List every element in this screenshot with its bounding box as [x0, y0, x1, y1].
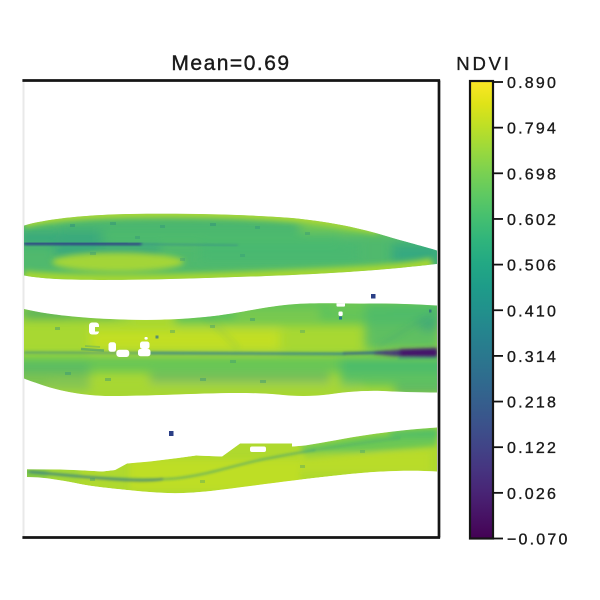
- svg-text:0.410: 0.410: [507, 303, 558, 320]
- svg-text:0.602: 0.602: [507, 212, 558, 229]
- svg-text:0.314: 0.314: [507, 349, 558, 366]
- svg-text:0.506: 0.506: [507, 258, 558, 275]
- svg-text:0.890: 0.890: [507, 75, 558, 92]
- svg-text:0.218: 0.218: [507, 395, 558, 412]
- svg-text:0.698: 0.698: [507, 166, 558, 183]
- svg-text:Mean=0.69: Mean=0.69: [171, 52, 290, 75]
- svg-text:0.026: 0.026: [507, 486, 558, 503]
- svg-text:0.122: 0.122: [507, 440, 558, 457]
- svg-text:0.794: 0.794: [507, 121, 558, 138]
- svg-text:NDVI: NDVI: [456, 53, 511, 74]
- svg-text:−0.070: −0.070: [507, 532, 570, 549]
